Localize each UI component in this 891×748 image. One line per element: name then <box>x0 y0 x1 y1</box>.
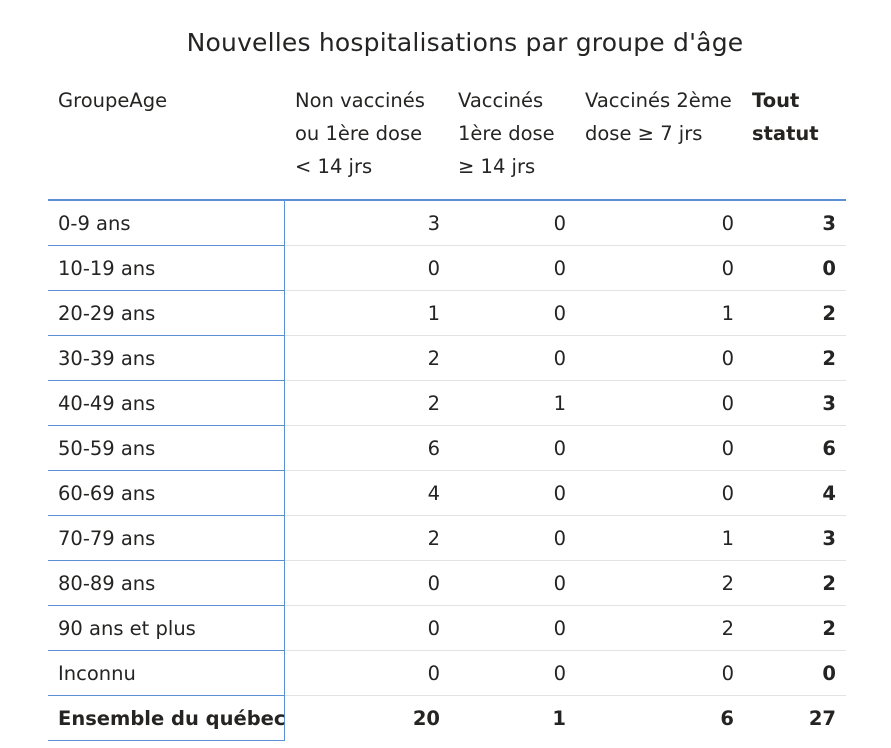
cell-vaccines-2eme-dose[interactable]: 0 <box>721 212 734 235</box>
cell-non-vaccines[interactable]: 0 <box>427 617 440 640</box>
cell-non-vaccines[interactable]: 1 <box>427 302 440 325</box>
column-header-line: < 14 jrs <box>295 155 373 178</box>
row-header-groupeage[interactable]: 60-69 ans <box>48 471 285 516</box>
cell-vaccines-2eme-dose[interactable]: 0 <box>721 662 734 685</box>
cell-tout-statut[interactable]: 2 <box>822 572 836 595</box>
cell-vaccines-1ere-dose[interactable]: 0 <box>553 482 566 505</box>
row-header-groupeage[interactable]: 0-9 ans <box>48 201 285 246</box>
row-header-groupeage[interactable]: Inconnu <box>48 651 285 696</box>
row-header-groupeage[interactable]: 80-89 ans <box>48 561 285 606</box>
table-row[interactable]: 30-39 ans 2 0 0 2 <box>48 336 846 381</box>
cell-vaccines-1ere-dose[interactable]: 0 <box>553 617 566 640</box>
column-header-groupeage[interactable]: GroupeAge <box>58 84 278 117</box>
row-header-groupeage[interactable]: 40-49 ans <box>48 381 285 426</box>
table-row[interactable]: 70-79 ans 2 0 1 3 <box>48 516 846 561</box>
cell-vaccines-2eme-dose[interactable]: 2 <box>721 617 734 640</box>
cell-tout-statut[interactable]: 0 <box>822 662 836 685</box>
table-row[interactable]: 80-89 ans 0 0 2 2 <box>48 561 846 606</box>
cell-tout-statut[interactable]: 2 <box>822 302 836 325</box>
column-header-line: Non vaccinés <box>295 89 425 112</box>
row-header-groupeage[interactable]: 20-29 ans <box>48 291 285 336</box>
column-header-line: Tout <box>752 89 800 112</box>
cell-tout-statut[interactable]: 0 <box>822 257 836 280</box>
cell-vaccines-1ere-dose[interactable]: 0 <box>553 347 566 370</box>
cell-vaccines-1ere-dose[interactable]: 1 <box>553 392 566 415</box>
total-cell-non-vaccines[interactable]: 20 <box>412 707 440 730</box>
cell-vaccines-2eme-dose[interactable]: 1 <box>721 302 734 325</box>
cell-non-vaccines[interactable]: 2 <box>427 527 440 550</box>
table-row[interactable]: 10-19 ans 0 0 0 0 <box>48 246 846 291</box>
chart-title: Nouvelles hospitalisations par groupe d'… <box>186 28 744 57</box>
table-row[interactable]: 40-49 ans 2 1 0 3 <box>48 381 846 426</box>
cell-tout-statut[interactable]: 3 <box>822 527 836 550</box>
cell-non-vaccines[interactable]: 3 <box>427 212 440 235</box>
cell-vaccines-2eme-dose[interactable]: 0 <box>721 482 734 505</box>
table-row[interactable]: Inconnu 0 0 0 0 <box>48 651 846 696</box>
cell-tout-statut[interactable]: 3 <box>822 212 836 235</box>
cell-non-vaccines[interactable]: 2 <box>427 347 440 370</box>
cell-vaccines-2eme-dose[interactable]: 0 <box>721 392 734 415</box>
column-header-line: GroupeAge <box>58 89 168 112</box>
cell-non-vaccines[interactable]: 0 <box>427 257 440 280</box>
column-header-line: ou 1ère dose <box>295 122 423 145</box>
cell-vaccines-2eme-dose[interactable]: 0 <box>721 437 734 460</box>
row-header-groupeage[interactable]: 70-79 ans <box>48 516 285 561</box>
cell-non-vaccines[interactable]: 2 <box>427 392 440 415</box>
row-header-groupeage[interactable]: 10-19 ans <box>48 246 285 291</box>
cell-vaccines-1ere-dose[interactable]: 0 <box>553 437 566 460</box>
row-header-groupeage[interactable]: 90 ans et plus <box>48 606 285 651</box>
column-header-line: dose ≥ 7 jrs <box>585 122 703 145</box>
column-header-line: Vaccinés 2ème <box>585 89 732 112</box>
column-header-vaccines-1ere-dose[interactable]: Vaccinés 1ère dose ≥ 14 jrs <box>458 84 578 183</box>
cell-vaccines-1ere-dose[interactable]: 0 <box>553 572 566 595</box>
table-row[interactable]: 0-9 ans 3 0 0 3 <box>48 201 846 246</box>
column-header-vaccines-2eme-dose[interactable]: Vaccinés 2ème dose ≥ 7 jrs <box>585 84 745 150</box>
row-header-groupeage[interactable]: 30-39 ans <box>48 336 285 381</box>
cell-vaccines-2eme-dose[interactable]: 0 <box>721 347 734 370</box>
total-cell-tout-statut[interactable]: 27 <box>808 707 836 730</box>
cell-non-vaccines[interactable]: 4 <box>427 482 440 505</box>
column-header-tout-statut[interactable]: Tout statut <box>752 84 842 150</box>
row-header-groupeage[interactable]: 50-59 ans <box>48 426 285 471</box>
cell-tout-statut[interactable]: 6 <box>822 437 836 460</box>
cell-tout-statut[interactable]: 4 <box>822 482 836 505</box>
cell-tout-statut[interactable]: 3 <box>822 392 836 415</box>
column-header-line: 1ère dose <box>458 122 555 145</box>
cell-vaccines-1ere-dose[interactable]: 0 <box>553 527 566 550</box>
table-body: 0-9 ans 3 0 0 3 10-19 ans 0 0 0 0 20-29 ans 1 0 1 2 30-… <box>48 201 846 696</box>
matrix-table: GroupeAge Non vaccinés ou 1ère dose < 14… <box>48 84 846 741</box>
cell-tout-statut[interactable]: 2 <box>822 347 836 370</box>
column-header-line: ≥ 14 jrs <box>458 155 536 178</box>
total-cell-vaccines-2eme-dose[interactable]: 6 <box>720 707 734 730</box>
column-header-row: GroupeAge Non vaccinés ou 1ère dose < 14… <box>48 84 846 201</box>
cell-vaccines-1ere-dose[interactable]: 0 <box>553 662 566 685</box>
cell-vaccines-2eme-dose[interactable]: 0 <box>721 257 734 280</box>
cell-vaccines-2eme-dose[interactable]: 1 <box>721 527 734 550</box>
table-row[interactable]: 50-59 ans 6 0 0 6 <box>48 426 846 471</box>
table-row[interactable]: 20-29 ans 1 0 1 2 <box>48 291 846 336</box>
cell-vaccines-1ere-dose[interactable]: 0 <box>553 302 566 325</box>
total-row: Ensemble du québec 20 1 6 27 <box>48 696 846 741</box>
column-header-line: statut <box>752 122 819 145</box>
table-row[interactable]: 60-69 ans 4 0 0 4 <box>48 471 846 516</box>
total-row-label[interactable]: Ensemble du québec <box>48 696 285 741</box>
cell-non-vaccines[interactable]: 0 <box>427 662 440 685</box>
cell-vaccines-2eme-dose[interactable]: 2 <box>721 572 734 595</box>
table-row[interactable]: 90 ans et plus 0 0 2 2 <box>48 606 846 651</box>
cell-non-vaccines[interactable]: 6 <box>427 437 440 460</box>
cell-vaccines-1ere-dose[interactable]: 0 <box>553 212 566 235</box>
cell-non-vaccines[interactable]: 0 <box>427 572 440 595</box>
column-header-line: Vaccinés <box>458 89 544 112</box>
total-cell-vaccines-1ere-dose[interactable]: 1 <box>552 707 566 730</box>
column-header-non-vaccines[interactable]: Non vaccinés ou 1ère dose < 14 jrs <box>295 84 445 183</box>
cell-vaccines-1ere-dose[interactable]: 0 <box>553 257 566 280</box>
cell-tout-statut[interactable]: 2 <box>822 617 836 640</box>
